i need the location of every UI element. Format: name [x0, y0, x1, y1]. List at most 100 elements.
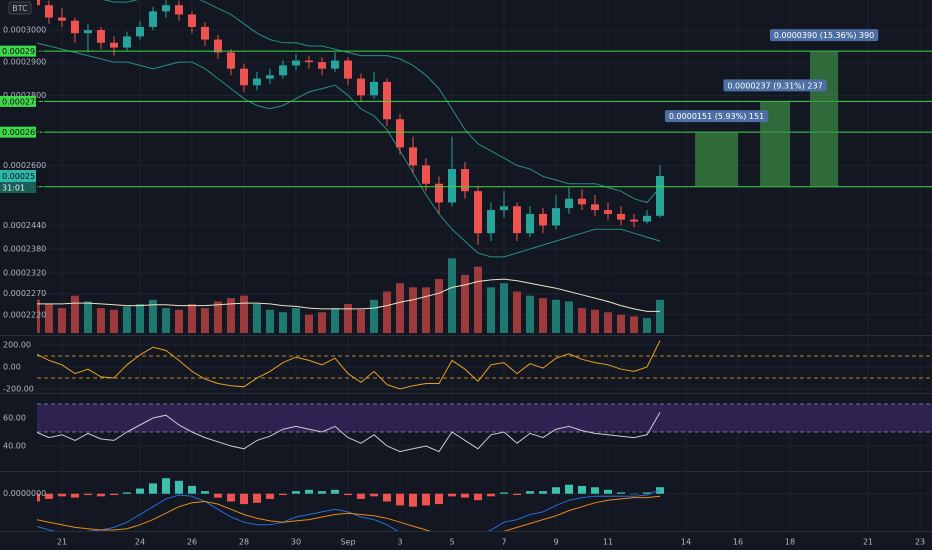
candle-body — [174, 5, 183, 15]
band-fill — [37, 403, 932, 433]
candle-body — [213, 39, 222, 53]
candle-body — [109, 42, 118, 48]
histogram-bar — [265, 493, 274, 499]
bollinger-band — [37, 42, 661, 258]
volume-bar — [343, 303, 352, 333]
level-tag — [0, 45, 36, 57]
volume-bar — [643, 318, 652, 333]
candle-body — [513, 206, 522, 234]
histogram-bar — [317, 491, 326, 494]
histogram-bar — [356, 493, 365, 499]
volume-bar — [460, 274, 469, 333]
y-tick-label: 0.0002600 — [3, 161, 46, 170]
volume-bar — [447, 258, 456, 333]
histogram-bar — [44, 493, 53, 499]
candle-body — [369, 81, 378, 96]
y-tick-label: 0.0002440 — [3, 221, 46, 230]
level-tag — [0, 95, 36, 107]
level-label: 0.0002782 — [2, 97, 45, 106]
volume-bar — [617, 314, 626, 333]
candle-body — [37, 0, 40, 6]
volume-bar — [291, 308, 300, 333]
y-tick-label: 0.0002220 — [3, 310, 46, 319]
y-tick-label: 0.0002320 — [3, 269, 46, 278]
y-tick-label: -200.00 — [3, 385, 34, 394]
candle-body — [500, 206, 509, 211]
candle-body — [447, 169, 456, 203]
pane — [37, 403, 932, 453]
candle-body — [630, 219, 639, 222]
histogram-bar — [226, 493, 235, 502]
y-tick-label: 0.0002900 — [3, 58, 46, 67]
histogram-bar — [304, 489, 313, 494]
volume-bar — [356, 309, 365, 333]
histogram-bar — [135, 488, 144, 494]
volume-bar — [630, 316, 639, 333]
histogram-bar — [122, 492, 131, 494]
volume-bar — [539, 298, 548, 333]
volume-bar — [408, 287, 417, 333]
volume-bar — [57, 308, 66, 333]
target-box — [695, 132, 739, 187]
volume-bar — [252, 303, 261, 333]
x-tick-label: 3 — [397, 538, 402, 547]
histogram-bar — [187, 485, 196, 494]
histogram-bar — [604, 489, 613, 494]
histogram-bar — [213, 493, 222, 498]
histogram-bar — [252, 493, 261, 503]
candle-body — [70, 20, 79, 34]
volume-bar — [135, 303, 144, 333]
volume-bar — [473, 266, 482, 333]
symbol: BTC — [12, 4, 28, 13]
x-tick-label: 11 — [603, 538, 613, 547]
pane — [37, 478, 932, 531]
box-label-bg — [664, 110, 769, 123]
y-tick-label: 0.0000000 — [3, 489, 46, 498]
candle-body — [96, 30, 105, 43]
candle-body — [526, 213, 535, 234]
x-tick-label: 5 — [449, 538, 454, 547]
last-price-tag — [0, 169, 36, 182]
x-tick-label: 7 — [501, 538, 506, 547]
histogram-bar — [630, 493, 639, 495]
histogram-bar — [96, 493, 105, 497]
histogram-bar — [473, 493, 482, 501]
histogram-bar — [83, 493, 92, 496]
candle-body — [591, 204, 600, 211]
histogram-bar — [421, 493, 430, 506]
indicator-line — [37, 412, 661, 453]
histogram-bar — [278, 493, 287, 496]
candle-body — [252, 78, 261, 86]
histogram-bar — [656, 487, 665, 494]
y-tick-label: 40.00 — [3, 442, 26, 451]
histogram-bar — [161, 478, 170, 494]
histogram-bar — [539, 491, 548, 494]
histogram-bar — [369, 493, 378, 497]
histogram-bar — [330, 489, 339, 494]
volume-bar — [70, 295, 79, 333]
candle-body — [161, 5, 170, 12]
candle-body — [552, 208, 561, 226]
candle-body — [343, 60, 352, 79]
x-tick-label: 21 — [57, 538, 67, 547]
volume-bar — [578, 308, 587, 333]
candle-body — [317, 62, 326, 69]
y-tick-label: 0.00 — [3, 363, 21, 372]
histogram-bar — [513, 493, 522, 496]
box-label: 0.0000151 (5.93%) 151 — [669, 112, 764, 121]
histogram-bar — [37, 493, 40, 502]
volume-bar — [500, 283, 509, 333]
volume-bar — [591, 309, 600, 333]
macd-line — [37, 495, 661, 531]
histogram-bar — [200, 491, 209, 494]
histogram-bar — [174, 480, 183, 494]
candle-body — [330, 60, 339, 69]
volume-bar — [278, 312, 287, 333]
volume-bar — [148, 299, 157, 333]
x-tick-label: 16 — [733, 538, 743, 547]
candle-body — [434, 183, 443, 203]
candle-body — [304, 60, 313, 63]
candle-body — [265, 75, 274, 79]
volume-bar — [369, 299, 378, 333]
